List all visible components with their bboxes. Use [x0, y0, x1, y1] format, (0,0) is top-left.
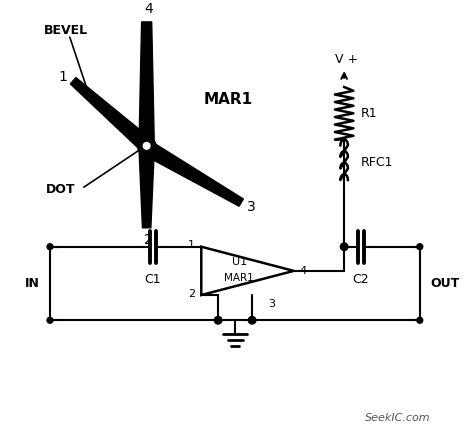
Text: 1: 1	[188, 240, 195, 250]
Text: V +: V +	[335, 53, 358, 66]
Circle shape	[214, 317, 222, 324]
Text: 2: 2	[188, 289, 195, 299]
Polygon shape	[147, 143, 243, 206]
Text: RFC1: RFC1	[361, 156, 393, 169]
Text: BEVEL: BEVEL	[44, 24, 88, 37]
Circle shape	[248, 317, 256, 324]
Text: U1: U1	[231, 257, 246, 267]
Text: 4: 4	[300, 266, 307, 276]
Circle shape	[417, 317, 423, 323]
Text: MAR1: MAR1	[203, 92, 253, 107]
Text: MAR1: MAR1	[224, 274, 254, 284]
Circle shape	[47, 317, 53, 323]
Text: C2: C2	[353, 273, 369, 286]
Polygon shape	[139, 22, 154, 142]
Text: SeekIC.com: SeekIC.com	[365, 413, 430, 423]
Polygon shape	[139, 150, 154, 228]
Circle shape	[47, 244, 53, 250]
Polygon shape	[70, 78, 147, 147]
Text: OUT: OUT	[430, 277, 460, 290]
Circle shape	[340, 243, 348, 251]
Text: 2: 2	[145, 233, 153, 247]
Text: 3: 3	[268, 299, 275, 309]
Text: 3: 3	[246, 200, 255, 214]
Text: IN: IN	[25, 277, 39, 290]
Circle shape	[417, 244, 423, 250]
Circle shape	[137, 137, 156, 155]
Text: 1: 1	[59, 70, 68, 84]
Text: C1: C1	[145, 273, 161, 286]
Text: 4: 4	[145, 3, 153, 16]
Circle shape	[143, 142, 150, 149]
Text: R1: R1	[361, 107, 378, 120]
Text: DOT: DOT	[46, 184, 75, 197]
